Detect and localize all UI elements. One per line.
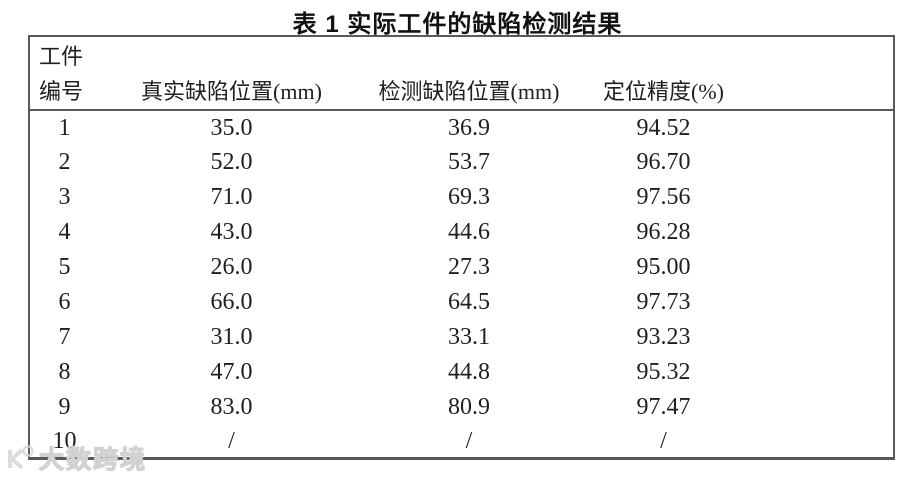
- header-detected-position: 检测缺陷位置(mm): [378, 79, 560, 104]
- cell-detected-position: 69.3: [448, 184, 490, 211]
- cell-detected-position: 53.7: [448, 149, 490, 176]
- table-row: 2 52.0 53.7 96.70: [29, 145, 894, 180]
- cell-detected-position: 80.9: [448, 393, 490, 420]
- cell-workpiece-id: 1: [58, 114, 71, 141]
- cell-accuracy: 93.23: [636, 323, 691, 350]
- table-row: 7 31.0 33.1 93.23: [29, 319, 894, 354]
- cell-accuracy: 95.32: [636, 358, 691, 385]
- header-accuracy: 定位精度(%): [603, 79, 724, 104]
- cell-detected-position: 33.1: [448, 323, 490, 350]
- cell-detected-position: /: [465, 427, 473, 454]
- table-caption: 表 1 实际工件的缺陷检测结果: [292, 11, 623, 38]
- table-row: 10 / / /: [29, 424, 894, 459]
- cell-true-position: /: [228, 427, 235, 454]
- cell-accuracy: 96.70: [636, 149, 691, 176]
- cell-true-position: 43.0: [210, 219, 253, 246]
- cell-accuracy: 97.56: [636, 184, 691, 211]
- cell-workpiece-id: 2: [58, 149, 71, 176]
- table-row: 4 43.0 44.6 96.28: [29, 215, 894, 250]
- table-row: 8 47.0 44.8 95.32: [29, 354, 894, 389]
- table-row: 9 83.0 80.9 97.47: [29, 389, 894, 424]
- cell-workpiece-id: 6: [58, 288, 71, 315]
- cell-detected-position: 27.3: [448, 254, 490, 280]
- cell-true-position: 31.0: [210, 323, 253, 350]
- cell-accuracy: 96.28: [636, 219, 691, 246]
- cell-accuracy: 97.47: [636, 393, 691, 420]
- cell-true-position: 26.0: [210, 254, 253, 280]
- cell-detected-position: 44.6: [448, 219, 490, 246]
- cell-true-position: 83.0: [210, 393, 253, 420]
- cell-workpiece-id: 9: [58, 393, 71, 420]
- cell-workpiece-id: 3: [58, 184, 71, 211]
- cell-workpiece-id: 5: [58, 254, 71, 280]
- cell-workpiece-id: 10: [52, 427, 77, 454]
- cell-true-position: 66.0: [210, 288, 253, 315]
- header-workpiece-line1: 工件: [39, 44, 84, 69]
- cell-accuracy: /: [660, 427, 667, 454]
- header-workpiece-id: 工件 编号: [29, 36, 99, 110]
- cell-detected-position: 44.8: [448, 358, 490, 385]
- defect-results-table: 工件编号 真实缺陷位置(mm) 检测缺陷位置(mm) 定位精度(%) 1 35.…: [28, 35, 895, 461]
- header-workpiece-line2: 编号: [39, 79, 84, 104]
- cell-accuracy: 94.52: [636, 114, 691, 141]
- cell-true-position: 35.0: [210, 114, 253, 141]
- cell-accuracy: 95.00: [636, 254, 691, 280]
- table-row: 3 71.0 69.3 97.56: [29, 180, 894, 215]
- cell-workpiece-id: 7: [58, 323, 71, 350]
- cell-detected-position: 64.5: [448, 288, 490, 315]
- table-row: 5 26.0 27.3 95.00: [29, 250, 894, 285]
- table-row: 6 66.0 64.5 97.73: [29, 284, 894, 319]
- header-true-position: 真实缺陷位置(mm): [141, 79, 322, 104]
- cell-true-position: 47.0: [210, 358, 253, 385]
- header-row: 工件编号 真实缺陷位置(mm) 检测缺陷位置(mm) 定位精度(%): [29, 36, 894, 110]
- cell-workpiece-id: 8: [58, 358, 71, 385]
- cell-accuracy: 97.73: [636, 288, 691, 315]
- cell-true-position: 52.0: [210, 149, 253, 176]
- cell-workpiece-id: 4: [58, 219, 71, 246]
- cell-detected-position: 36.9: [448, 114, 490, 141]
- table-row: 1 35.0 36.9 94.52: [29, 110, 894, 145]
- cell-true-position: 71.0: [210, 184, 253, 211]
